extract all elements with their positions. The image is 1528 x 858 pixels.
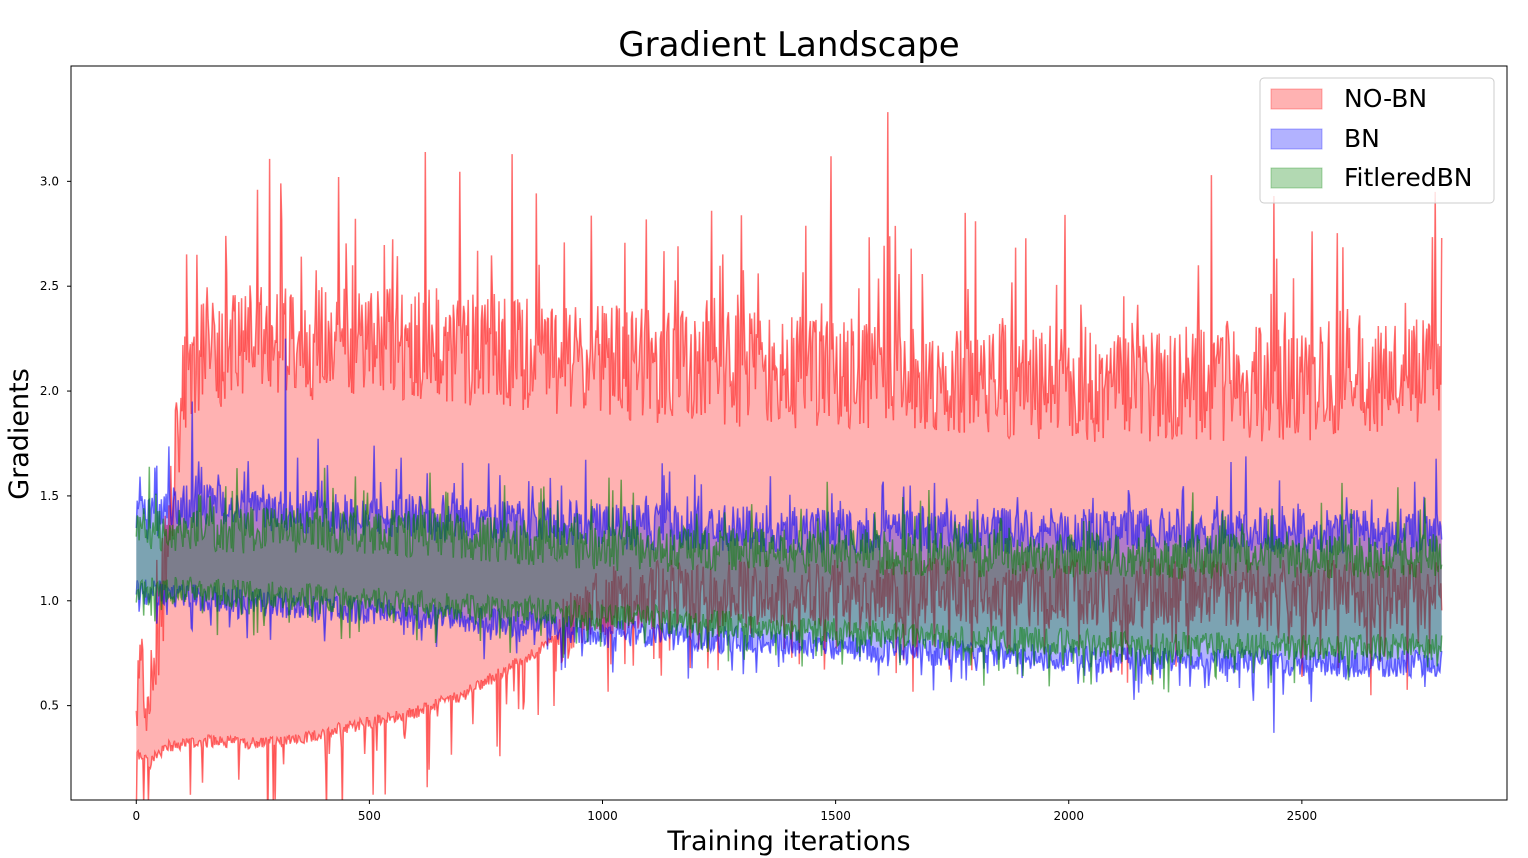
legend-label-bn: BN [1344,124,1380,153]
x-tick-label: 500 [358,809,381,823]
y-tick-label: 1.5 [40,489,59,503]
legend: NO-BN BN FitleredBN [1259,77,1495,204]
x-axis-label: Training iterations [666,826,910,857]
x-tick-label: 2500 [1287,809,1318,823]
series-line-no-bn-max [135,112,1443,731]
x-tick-label: 0 [132,809,140,823]
x-tick-label: 1000 [587,809,618,823]
legend-label-fitleredbn: FitleredBN [1344,163,1472,192]
series-layer [135,112,1443,800]
y-tick-label: 3.0 [40,174,59,188]
y-axis-ticks: 0.5 1.0 1.5 2.0 2.5 3.0 [40,174,71,713]
series-band-no-bn [136,112,1442,800]
x-tick-label: 2000 [1053,809,1084,823]
series-line-no-bn-min [135,557,1443,800]
series-band-fitleredbn [136,466,1442,693]
legend-label-no-bn: NO-BN [1344,84,1427,113]
series-line-fitleredbn-max [135,466,1443,580]
legend-swatch-no-bn [1270,88,1323,110]
y-tick-label: 2.0 [40,384,59,398]
x-axis-ticks: 0 500 1000 1500 2000 2500 [132,800,1317,823]
legend-swatch-fitleredbn [1270,167,1323,189]
chart-title: Gradient Landscape [618,25,959,65]
plot-area-frame [70,65,1508,801]
y-tick-label: 1.0 [40,594,59,608]
series-line-fitleredbn-min [135,576,1443,693]
x-tick-label: 1500 [820,809,851,823]
y-axis-label: Gradients [4,368,35,500]
legend-frame [1259,77,1495,204]
y-tick-label: 2.5 [40,279,59,293]
legend-swatch-bn [1270,128,1323,150]
y-tick-label: 0.5 [40,699,59,713]
